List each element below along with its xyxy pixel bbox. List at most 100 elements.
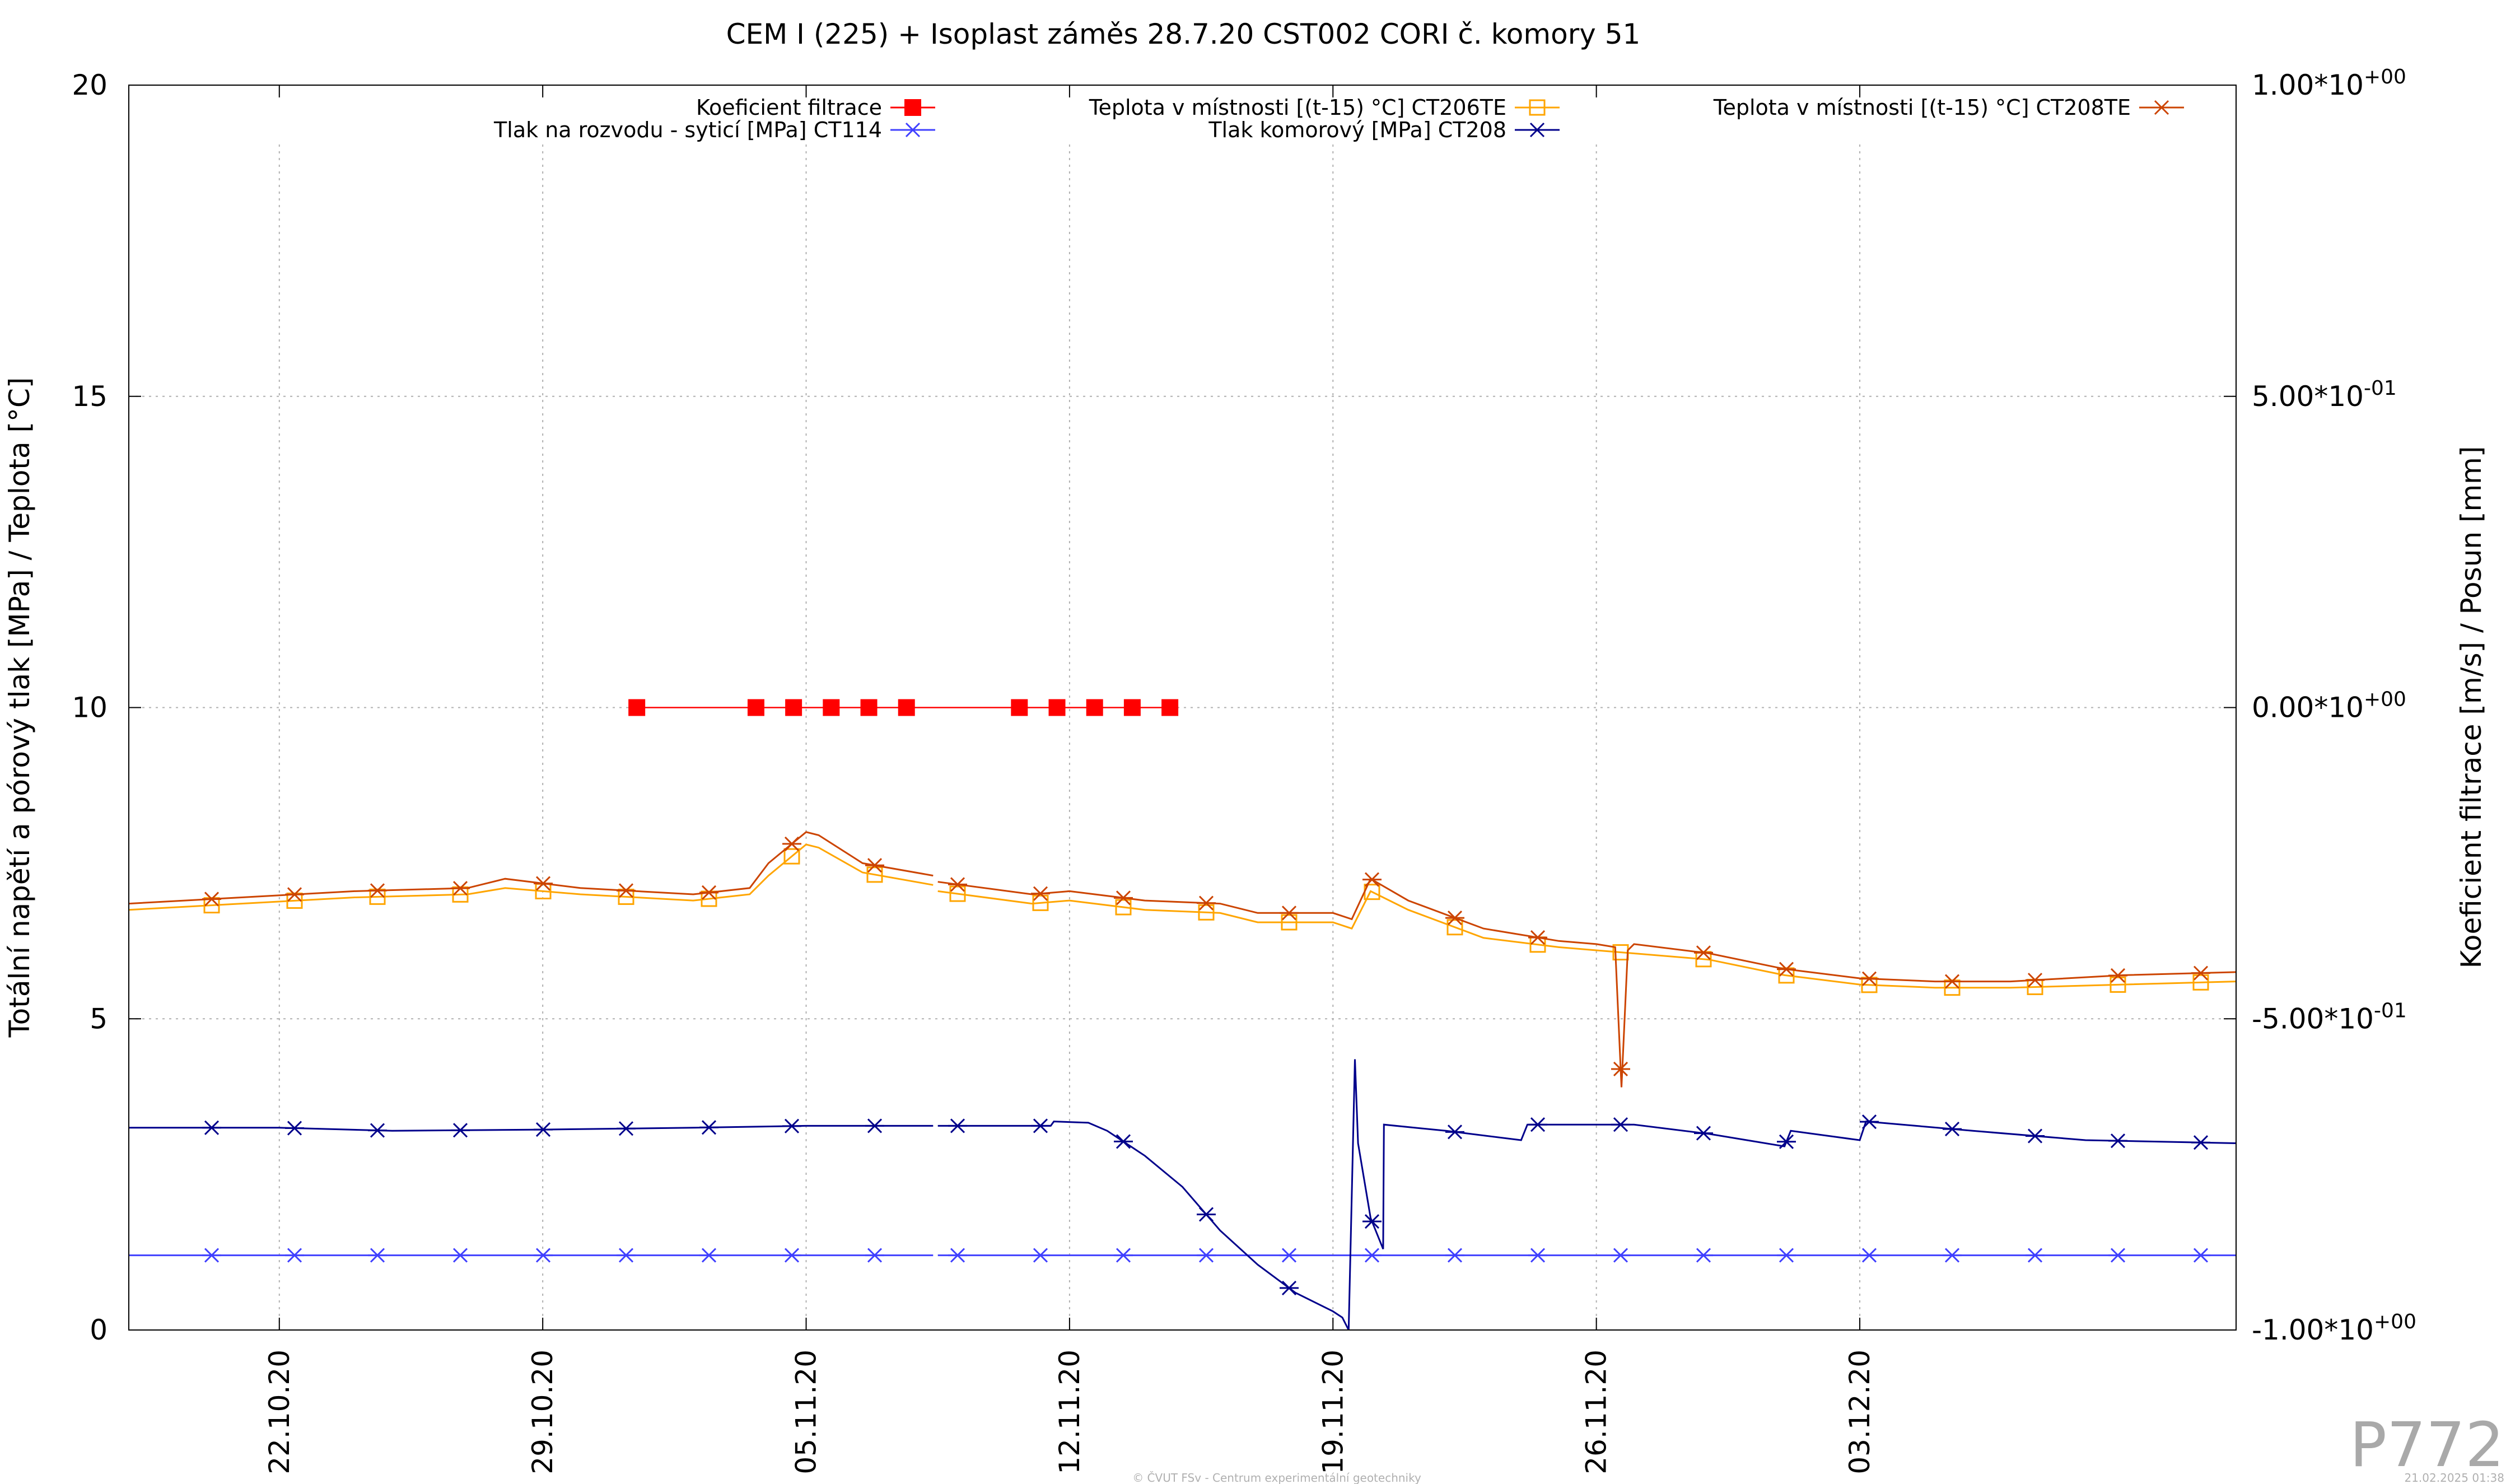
data-point [1362, 872, 1382, 887]
data-point [2192, 974, 2209, 991]
data-point [2108, 968, 2127, 983]
data-point [783, 848, 800, 865]
legend-item-0: Koeficient filtrace [696, 95, 935, 120]
data-point [1860, 971, 1879, 986]
chart-title: CEM I (225) + Isoplast záměs 28.7.20 CST… [726, 18, 1641, 50]
data-point [1860, 1248, 1879, 1263]
watermark: P772 [2350, 1409, 2504, 1481]
data-point [1777, 1248, 1796, 1263]
y-tick-label-left: 5 [90, 1002, 108, 1035]
data-point [699, 885, 718, 900]
series-layer [128, 699, 2237, 1331]
data-point [1114, 1248, 1133, 1263]
data-point [1528, 122, 1547, 138]
data-point [904, 99, 921, 116]
data-point [2108, 1133, 2127, 1149]
data-point [1943, 1122, 1962, 1137]
data-point [1611, 1248, 1630, 1263]
data-point [1115, 899, 1132, 916]
data-point [898, 699, 915, 716]
data-point [860, 699, 878, 716]
series-4 [128, 831, 2237, 1088]
data-point [2108, 1248, 2127, 1263]
footer-credit: © ČVUT FSv - Centrum experimentální geot… [1132, 1471, 1421, 1484]
x-tick-label: 03.12.20 [1844, 1350, 1876, 1474]
legend-item-2: Teplota v místnosti [(t-15) °C] CT206TE [1089, 95, 1560, 120]
data-point [451, 881, 470, 896]
data-point [903, 122, 922, 138]
data-point [865, 1118, 884, 1133]
data-point [368, 1248, 387, 1263]
y-tick-label-right: -5.00*10-01 [2252, 999, 2407, 1035]
y-tick-label-left: 15 [72, 380, 108, 413]
x-tick-label: 22.10.20 [263, 1350, 296, 1474]
data-point [699, 1248, 718, 1263]
y-tick-label-right: -1.00*10+00 [2252, 1310, 2416, 1346]
data-point [1031, 886, 1050, 901]
series-line [128, 843, 2237, 989]
data-point [451, 1123, 470, 1138]
data-point [866, 866, 883, 883]
data-point [949, 885, 966, 902]
data-point [534, 1122, 553, 1137]
data-point [1611, 1117, 1630, 1132]
series-1 [129, 1248, 2236, 1263]
data-point [1943, 974, 1962, 989]
data-point [285, 1121, 304, 1136]
data-point [1362, 1214, 1382, 1229]
data-point [285, 887, 304, 902]
data-point [948, 1248, 967, 1263]
data-point [2191, 1135, 2210, 1150]
data-point [2110, 976, 2126, 993]
x-tick-label: 19.11.20 [1317, 1350, 1349, 1474]
data-point [534, 1248, 553, 1263]
data-point [202, 1248, 221, 1263]
data-point [865, 858, 884, 873]
data-point [1694, 1126, 1713, 1141]
data-point [1362, 1248, 1382, 1263]
legend-label: Tlak na rozvodu - syticí [MPa] CT114 [493, 118, 882, 142]
data-point [1445, 911, 1464, 926]
legend-item-3: Tlak komorový [MPa] CT208 [1208, 118, 1560, 142]
data-point [785, 699, 802, 716]
data-point [1032, 894, 1049, 911]
legend-label: Teplota v místnosti [(t-15) °C] CT206TE [1089, 95, 1506, 120]
data-point [823, 699, 840, 716]
y-tick-label-left: 0 [90, 1314, 108, 1346]
data-point [1048, 699, 1066, 716]
data-point [2026, 1248, 2045, 1263]
data-point [948, 877, 967, 892]
data-point [1528, 930, 1547, 945]
series-3 [129, 1059, 2237, 1331]
legend-label: Koeficient filtrace [696, 95, 882, 120]
legend-item-1: Tlak na rozvodu - syticí [MPa] CT114 [493, 118, 935, 142]
data-point [2026, 1128, 2045, 1144]
x-tick-label: 29.10.20 [526, 1350, 559, 1474]
data-point [1943, 1248, 1962, 1263]
grid [129, 144, 2236, 1330]
data-point [1777, 962, 1796, 977]
data-point [1529, 99, 1546, 116]
y-tick-label-left: 20 [72, 69, 108, 101]
data-point [617, 1248, 636, 1263]
x-tick-label: 26.11.20 [1580, 1350, 1613, 1474]
data-point [1197, 1248, 1216, 1263]
data-point [534, 876, 553, 891]
data-point [1860, 1114, 1879, 1130]
data-point [747, 699, 764, 716]
data-point [699, 1120, 718, 1135]
left-axis: 0 5 10 15 20 [72, 69, 141, 1346]
data-point [1123, 699, 1141, 716]
data-point [451, 1248, 470, 1263]
legend-label: Tlak komorový [MPa] CT208 [1208, 118, 1506, 142]
y-axis-label-left: Totální napětí a pórový tlak [MPa] / Tep… [3, 377, 36, 1038]
legend-label: Teplota v místnosti [(t-15) °C] CT208TE [1713, 95, 2131, 120]
data-point [1446, 919, 1463, 936]
data-point [1280, 906, 1299, 921]
data-point [1694, 1248, 1713, 1263]
y-tick-label-right: 1.00*10+00 [2252, 66, 2406, 101]
data-point [1528, 1117, 1547, 1132]
data-point [628, 699, 646, 716]
